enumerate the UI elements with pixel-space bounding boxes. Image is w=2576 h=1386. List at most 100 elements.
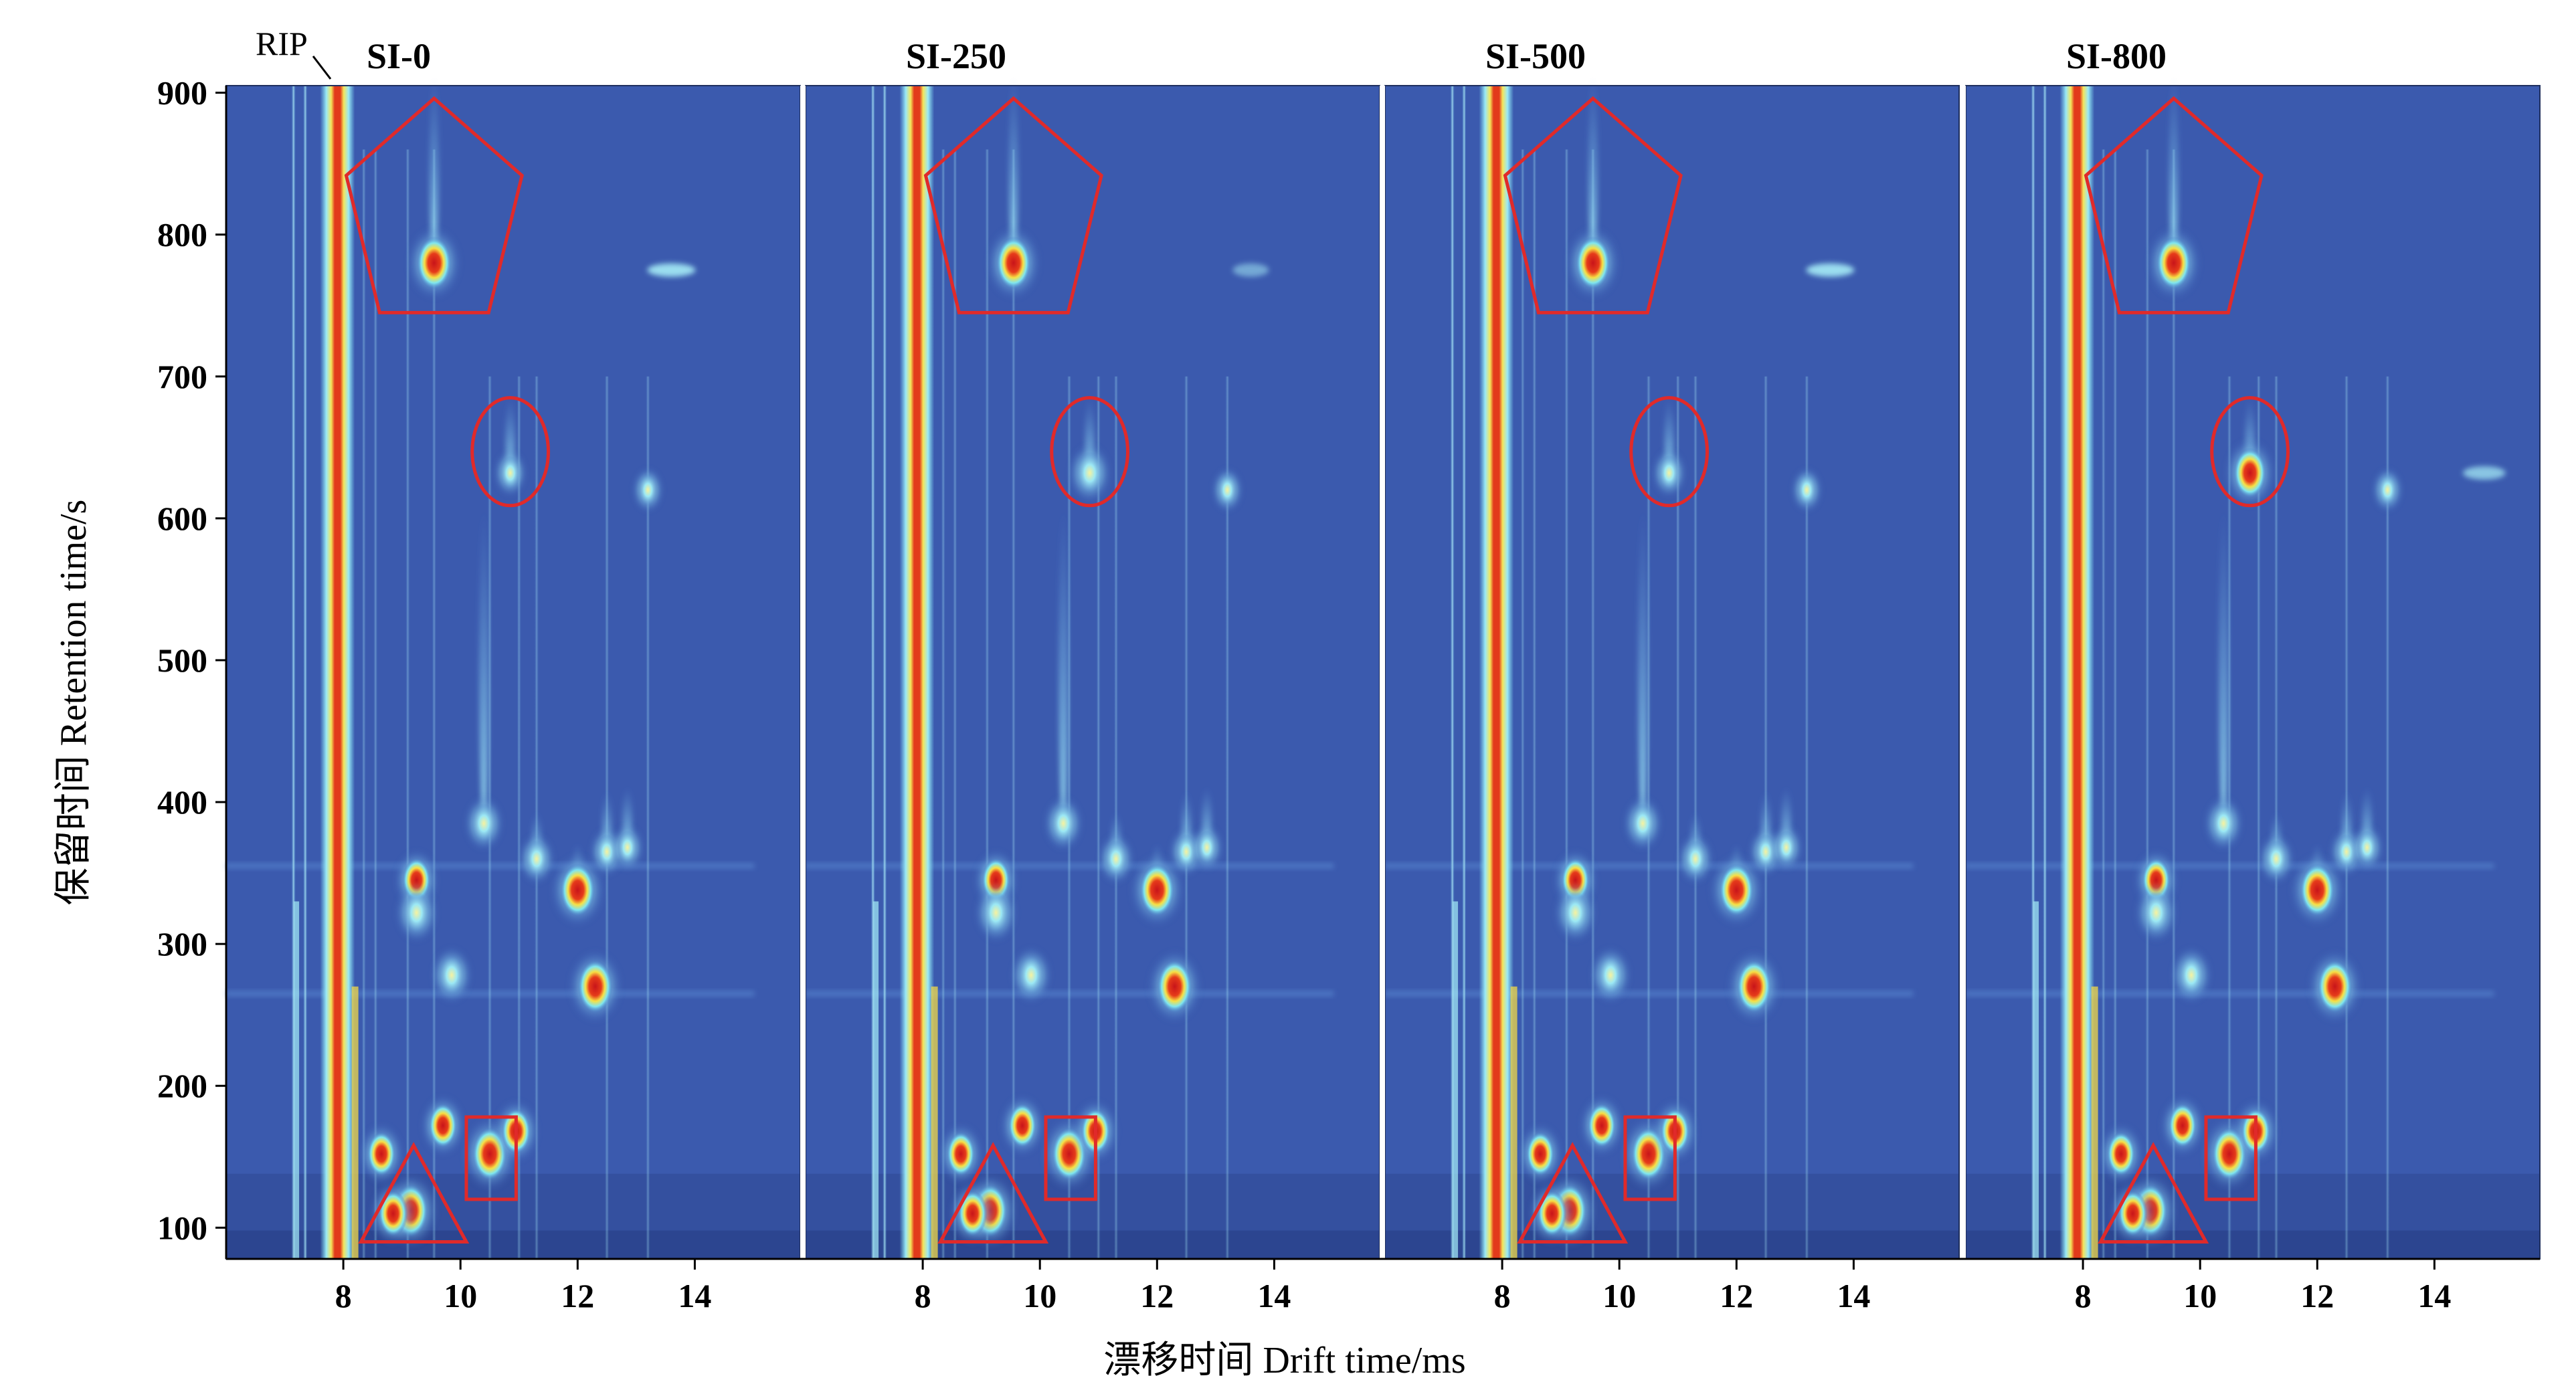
peak-spot — [982, 891, 1010, 934]
peak-spot — [1139, 863, 1175, 917]
panel-separator — [800, 86, 806, 1259]
peak-spot — [1104, 840, 1128, 878]
panel-bottom-band — [806, 1230, 1380, 1259]
y-axis-title: 保留时间 Retention time/s — [53, 500, 94, 906]
peak-spot — [1597, 954, 1624, 997]
x-tick-label: 12 — [1140, 1277, 1174, 1314]
peak-spot — [1076, 451, 1104, 495]
peak-spot — [1575, 236, 1611, 290]
marker-triangle — [1517, 1142, 1629, 1244]
vertical-streak — [2043, 86, 2047, 1259]
marker-triangle — [2098, 1142, 2209, 1244]
panel-bottom-band — [1385, 1230, 1959, 1259]
x-tick-label: 10 — [1023, 1277, 1056, 1314]
rip-satellite-line — [294, 901, 300, 1259]
marker-ellipse — [1050, 396, 1130, 508]
panel-background — [806, 86, 1380, 1259]
y-tick-label: 700 — [157, 358, 207, 395]
rip-satellite-line — [1453, 901, 1459, 1259]
peak-spot — [1658, 455, 1681, 491]
peak-spot — [525, 840, 549, 878]
peak-spot — [617, 830, 638, 865]
rip-satellite-line — [873, 901, 879, 1259]
rip-satellite-line — [2033, 901, 2039, 1259]
rip-satellite-line — [2091, 986, 2098, 1259]
marker-pentagon — [923, 96, 1103, 314]
vertical-streak — [870, 86, 875, 1259]
peak-spot — [1562, 891, 1589, 934]
rip-pointer-line — [312, 56, 332, 80]
panel-background — [226, 86, 800, 1259]
peak-spot — [1196, 830, 1218, 865]
peak-spot — [1719, 863, 1754, 917]
vertical-streak — [941, 149, 945, 1259]
vertical-streak — [2031, 86, 2035, 1259]
y-tick-label: 600 — [157, 500, 207, 537]
vertical-streak — [1805, 376, 1809, 1260]
panel-separator — [1960, 86, 1966, 1259]
marker-pentagon — [2084, 96, 2264, 314]
vertical-streak — [361, 149, 366, 1259]
peak-variable-spot — [2463, 466, 2506, 480]
peak-spot — [1008, 1103, 1037, 1149]
x-tick-label: 14 — [1257, 1277, 1291, 1314]
peak-spot — [2118, 1190, 2148, 1237]
rip-column — [2059, 86, 2095, 1259]
peak-spot — [2178, 954, 2205, 997]
peak-spot — [638, 473, 658, 507]
marker-rectangle — [2204, 1115, 2258, 1201]
marker-rectangle — [464, 1115, 518, 1201]
peak-spot — [1217, 473, 1238, 507]
peak-spot — [996, 236, 1031, 290]
x-tick-label: 10 — [444, 1277, 477, 1314]
peak-spot — [2106, 1131, 2136, 1177]
y-tick-label: 900 — [157, 74, 207, 112]
y-tick-label: 400 — [157, 783, 207, 821]
vertical-streak — [953, 149, 957, 1259]
x-tick-label: 10 — [1602, 1277, 1636, 1314]
marker-rectangle — [1623, 1115, 1677, 1201]
peak-spot — [2317, 959, 2353, 1013]
peak-spot — [438, 954, 465, 997]
rip-column — [1479, 86, 1514, 1259]
rip-column — [320, 86, 355, 1259]
vertical-streak — [2145, 149, 2150, 1259]
x-tick-label: 14 — [1837, 1277, 1870, 1314]
vertical-streak — [1532, 149, 1537, 1259]
vertical-streak — [646, 376, 650, 1260]
vertical-streak — [1520, 149, 1525, 1259]
peak-spot — [1587, 1103, 1617, 1149]
panel-background — [1966, 86, 2540, 1259]
peak-spot — [1018, 954, 1044, 997]
peak-spot — [367, 1131, 396, 1177]
titles-layer: 漂移时间 Drift time/ms 保留时间 Retention time/s… — [53, 25, 1466, 1381]
x-tick-label: 10 — [2183, 1277, 2217, 1314]
panel-bottom-band — [226, 1230, 800, 1259]
y-tick-label: 800 — [157, 216, 207, 254]
y-tick-label: 500 — [157, 641, 207, 679]
vertical-streak — [1011, 149, 1016, 1259]
marker-ellipse — [1629, 396, 1710, 508]
vertical-streak — [1675, 376, 1680, 1260]
panel-title: SI-0 — [367, 36, 431, 76]
peak-spot — [2156, 236, 2191, 290]
marker-ellipse — [2210, 396, 2290, 508]
peak-spot — [577, 959, 613, 1013]
x-tick-label: 14 — [678, 1277, 711, 1314]
peak-tail — [2219, 507, 2229, 827]
peak-spot — [403, 891, 430, 934]
peak-tail — [1638, 507, 1648, 827]
peak-spot — [1683, 840, 1708, 878]
peak-variable-spot — [1232, 263, 1269, 277]
vertical-streak — [1462, 86, 1467, 1259]
panel-2: SI-250 — [805, 36, 1380, 1260]
peak-spot — [1797, 473, 1817, 507]
peak-spot — [1537, 1190, 1567, 1237]
vertical-streak — [432, 149, 436, 1259]
peak-spot — [2142, 891, 2170, 934]
x-axis-title: 漂移时间 Drift time/ms — [1103, 1340, 1465, 1381]
peak-spot — [1526, 1131, 1555, 1177]
vertical-streak — [1096, 376, 1101, 1260]
peak-spot — [2233, 448, 2267, 498]
peak-tail — [2169, 74, 2179, 268]
